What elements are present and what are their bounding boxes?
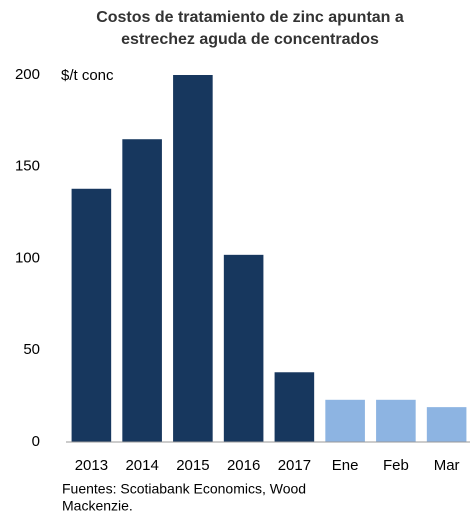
source-note: Fuentes: Scotiabank Economics, Wood xyxy=(62,481,306,497)
y-tick-label: 150 xyxy=(15,158,40,175)
chart-title: estrechez aguda de concentrados xyxy=(121,31,379,48)
bar xyxy=(325,399,365,442)
chart-title: Costos de tratamiento de zinc apuntan a xyxy=(96,9,404,26)
x-tick-label: 2016 xyxy=(227,457,260,474)
y-tick-label: 0 xyxy=(32,433,40,450)
y-tick-label: 50 xyxy=(23,341,40,358)
bar xyxy=(173,75,213,442)
bar xyxy=(122,139,162,442)
x-tick-label: 2013 xyxy=(75,457,108,474)
x-tick-label: 2017 xyxy=(278,457,311,474)
y-tick-label: 100 xyxy=(15,249,40,266)
source-note: Mackenzie. xyxy=(62,498,133,514)
x-tick-label: 2014 xyxy=(125,457,158,474)
x-tick-label: 2015 xyxy=(176,457,209,474)
x-tick-label: Ene xyxy=(332,457,359,474)
y-tick-label: 200 xyxy=(15,66,40,83)
x-tick-label: Mar xyxy=(434,457,460,474)
bar xyxy=(426,407,467,442)
x-tick-label: Feb xyxy=(383,457,409,474)
y-axis-label: $/t conc xyxy=(61,67,114,84)
bar xyxy=(274,372,315,442)
bar xyxy=(376,399,416,442)
bar xyxy=(71,188,112,442)
bar xyxy=(223,254,264,442)
